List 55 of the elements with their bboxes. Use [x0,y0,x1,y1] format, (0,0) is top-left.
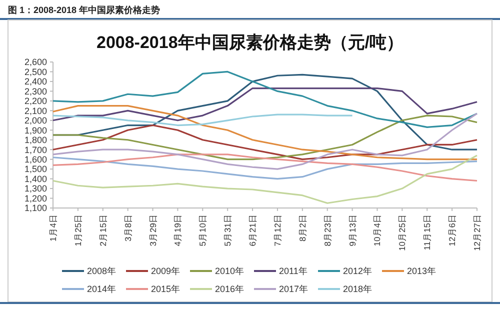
x-tick-label: 1月25日 [72,214,83,246]
legend-label: 2013年 [407,266,436,276]
x-tick-label: 9月13日 [347,214,358,246]
y-tick-label: 1,200 [24,193,47,204]
legend-label: 2014年 [87,284,116,294]
x-tick-label: 3月29日 [148,214,158,246]
line-series [52,105,478,160]
x-tick-label: 12月27日 [472,214,482,251]
x-tick-label: 6月21日 [248,214,258,246]
x-tick-label: 2月15日 [98,214,108,246]
x-tick-label: 8月2日 [297,214,308,242]
y-tick-label: 2,600 [24,57,47,68]
y-tick-label: 2,400 [24,76,47,87]
legend-label: 2017年 [279,284,308,294]
y-tick-label: 1,300 [24,184,47,194]
y-tick-label: 2,300 [24,86,47,96]
x-tick-label: 1月4日 [48,214,58,242]
caption: 图 1：2008-2018 年中国尿素价格走势 [8,5,160,15]
y-tick-label: 2,200 [24,96,47,106]
legend-label: 2009年 [151,266,180,276]
x-tick-label: 4月19日 [172,214,183,246]
x-tick-label: 7月12日 [272,214,282,246]
legend-label: 2016年 [215,284,244,294]
x-tick-label: 3月8日 [122,214,133,242]
legend-label: 2010年 [215,266,244,276]
line-series [52,114,354,126]
x-tick-label: 5月31日 [222,214,233,246]
legend-label: 2008年 [87,266,116,276]
line-series [52,87,478,122]
legend-label: 2015年 [151,284,180,294]
y-tick-label: 1,100 [24,203,47,214]
line-series [52,154,478,204]
line-series [52,112,478,170]
legend-label: 2012年 [343,266,372,276]
x-tick-label: 10月4日 [372,214,382,246]
y-tick-label: 1,500 [24,164,47,174]
x-tick-label: 5月10日 [198,214,208,246]
chart-title: 2008-2018年中国尿素价格走势（元/吨） [96,33,404,52]
x-tick-label: 11月15日 [422,214,432,250]
x-tick-label: 12月6日 [447,214,458,246]
x-tick-label: 8月23日 [322,214,332,246]
y-tick-label: 1,900 [24,125,47,136]
y-tick-label: 2,500 [24,66,47,77]
legend-label: 2011年 [279,266,308,276]
line-series [52,124,478,160]
y-tick-label: 1,700 [24,144,47,155]
line-series [52,114,478,160]
y-tick-label: 1,400 [24,174,47,184]
y-tick-label: 2,100 [24,106,47,116]
y-tick-label: 1,800 [24,135,47,146]
legend-label: 2018年 [343,284,372,294]
y-tick-label: 2,000 [24,116,47,126]
y-tick-label: 1,600 [24,154,47,164]
x-tick-label: 10月25日 [397,214,408,251]
line-series [52,70,478,128]
